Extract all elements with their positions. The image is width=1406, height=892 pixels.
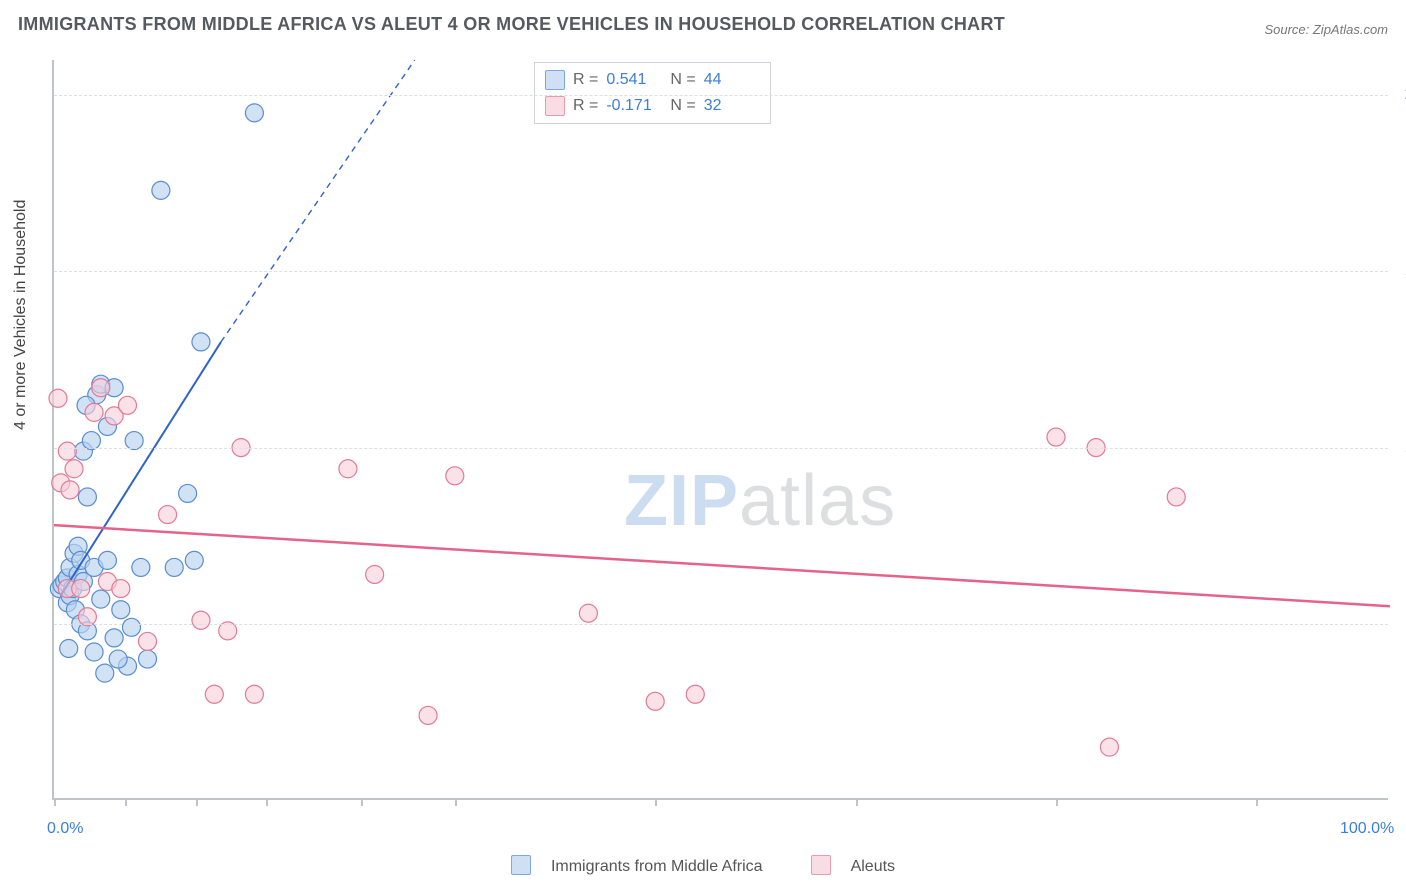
x-tick <box>455 798 457 806</box>
aleuts-point <box>245 685 263 703</box>
aleuts-point <box>205 685 223 703</box>
y-gridline <box>54 95 1388 96</box>
aleuts-point <box>339 460 357 478</box>
aleuts-swatch-icon <box>811 855 831 875</box>
series-legend: Immigrants from Middle Africa Aleuts <box>0 855 1406 876</box>
middle_africa-point <box>96 664 114 682</box>
middle_africa-point <box>192 333 210 351</box>
x-tick <box>266 798 268 806</box>
y-tick-label: 20.0% <box>1395 86 1406 104</box>
aleuts-trendline <box>54 525 1390 606</box>
aleuts-point <box>192 611 210 629</box>
legend-label: Immigrants from Middle Africa <box>551 858 763 875</box>
aleuts-point <box>61 481 79 499</box>
aleuts-point <box>112 580 130 598</box>
y-gridline <box>54 448 1388 449</box>
aleuts-point <box>579 604 597 622</box>
middle_africa-point <box>92 590 110 608</box>
aleuts-point <box>92 379 110 397</box>
middle_africa-point <box>60 639 78 657</box>
chart-title: IMMIGRANTS FROM MIDDLE AFRICA VS ALEUT 4… <box>18 14 1005 35</box>
middle_africa-point <box>98 551 116 569</box>
aleuts-point <box>159 506 177 524</box>
y-gridline <box>54 624 1388 625</box>
middle_africa-point <box>165 558 183 576</box>
aleuts-point <box>49 389 67 407</box>
middle_africa-point <box>85 643 103 661</box>
y-tick-label: 5.0% <box>1395 615 1406 633</box>
middle_africa-trendline-extrapolated <box>221 60 415 342</box>
y-tick-label: 10.0% <box>1395 439 1406 457</box>
middle_africa-point <box>245 104 263 122</box>
plot-svg <box>54 60 1388 798</box>
middle_africa-point <box>139 650 157 668</box>
middle_africa-point <box>122 618 140 636</box>
aleuts-point <box>419 706 437 724</box>
x-tick <box>1056 798 1058 806</box>
aleuts-point <box>446 467 464 485</box>
middle_africa-point <box>152 181 170 199</box>
legend-label: Aleuts <box>851 858 895 875</box>
aleuts-point <box>1100 738 1118 756</box>
x-tick <box>54 798 56 806</box>
y-gridline <box>54 271 1388 272</box>
x-tick <box>125 798 127 806</box>
aleuts-point <box>139 632 157 650</box>
middle_africa-swatch-icon <box>511 855 531 875</box>
x-tick <box>655 798 657 806</box>
x-tick <box>856 798 858 806</box>
x-axis-label: 100.0% <box>1340 820 1394 838</box>
aleuts-point <box>686 685 704 703</box>
x-tick <box>196 798 198 806</box>
middle_africa-point <box>109 650 127 668</box>
source-attribution: Source: ZipAtlas.com <box>1264 22 1388 37</box>
y-axis-title: 4 or more Vehicles in Household <box>12 200 30 430</box>
x-tick <box>361 798 363 806</box>
middle_africa-point <box>112 601 130 619</box>
aleuts-point <box>118 396 136 414</box>
aleuts-point <box>1167 488 1185 506</box>
aleuts-point <box>1047 428 1065 446</box>
middle_africa-point <box>132 558 150 576</box>
middle_africa-point <box>185 551 203 569</box>
aleuts-point <box>85 403 103 421</box>
y-tick-label: 15.0% <box>1395 262 1406 280</box>
middle_africa-point <box>78 488 96 506</box>
aleuts-point <box>72 580 90 598</box>
middle_africa-point <box>105 629 123 647</box>
legend-item-aleuts: Aleuts <box>799 858 907 875</box>
plot-area: ZIPatlas R =0.541N =44R =-0.171N =32 5.0… <box>52 60 1388 800</box>
aleuts-point <box>366 565 384 583</box>
aleuts-point <box>65 460 83 478</box>
aleuts-point <box>646 692 664 710</box>
x-axis-label: 0.0% <box>47 820 83 838</box>
legend-item-middle_africa: Immigrants from Middle Africa <box>499 858 775 875</box>
middle_africa-point <box>179 484 197 502</box>
aleuts-point <box>58 442 76 460</box>
x-tick <box>1256 798 1258 806</box>
